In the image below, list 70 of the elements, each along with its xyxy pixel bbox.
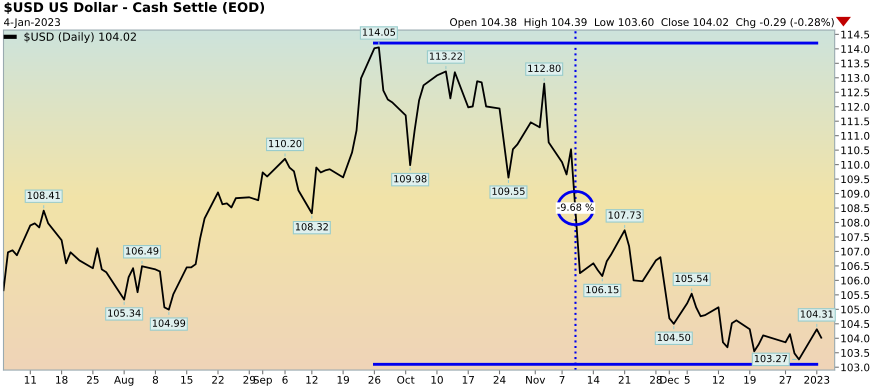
x-tick-label: 8	[152, 376, 158, 384]
y-tick-label: 103.5	[841, 348, 870, 357]
x-tick-label: 25	[87, 376, 99, 384]
y-tick-label: 106.0	[841, 276, 870, 284]
x-tick-label: Aug	[114, 376, 134, 386]
y-tick-label: 111.0	[841, 132, 870, 140]
y-tick-label: 114.0	[841, 45, 870, 53]
annotation: 108.32	[296, 223, 328, 230]
y-tick-label: 104.0	[841, 334, 870, 342]
x-tick-label: 19	[744, 376, 756, 384]
x-tick-label: 26	[368, 376, 380, 384]
annotation: 104.99	[152, 320, 186, 327]
y-tick-label: 108.5	[841, 204, 870, 212]
y-tick-label: 109.5	[841, 175, 870, 184]
x-tick-label: 10	[431, 376, 443, 384]
y-tick-label: 112.0	[841, 102, 870, 111]
y-tick-label: 103.0	[841, 363, 870, 372]
y-tick-label: 105.0	[841, 306, 870, 314]
annotation: 105.54	[676, 274, 708, 282]
x-tick-label: 21	[618, 376, 630, 384]
x-tick-label: 5	[684, 376, 690, 384]
annotation: -9.68 %	[557, 203, 594, 211]
x-tick-label: Oct	[397, 376, 414, 384]
chart-title: $USD US Dollar - Cash Settle (EOD)	[4, 2, 264, 14]
y-tick-label: 112.5	[841, 88, 870, 96]
y-tick-label: 110.0	[841, 160, 870, 169]
annotation: 106.49	[126, 247, 158, 255]
x-tick-label: 14	[588, 376, 600, 384]
y-tick-label: 107.5	[841, 233, 870, 242]
annotation: 113.22	[430, 52, 462, 60]
annotation: 109.55	[492, 188, 525, 195]
x-tick-label: 18	[56, 376, 68, 384]
y-tick-label: 110.5	[841, 146, 870, 154]
x-tick-label: 2023	[804, 376, 830, 384]
x-tick-label: Nov	[526, 376, 546, 384]
text: Open 104.38 High 104.39 Low 103.60 Close 104.02 Chg -0.29 (-0.28%)	[450, 18, 834, 28]
annotation: 104.50	[658, 334, 690, 342]
annotation: 107.73	[608, 211, 641, 219]
annotation: 114.05	[362, 28, 396, 36]
annotation: 104.31	[800, 310, 833, 318]
x-tick-label: 12	[713, 376, 724, 384]
annotation: 105.34	[108, 309, 141, 317]
y-tick-label: 109.0	[841, 190, 870, 198]
x-tick-label: 24	[494, 376, 506, 384]
annotation: 110.20	[269, 140, 302, 148]
annotation: 106.15	[586, 286, 618, 294]
y-tick-label: 113.0	[841, 74, 870, 82]
x-tick-label: 19	[338, 376, 350, 384]
x-tick-label: 6	[282, 376, 288, 384]
x-tick-label: 7	[560, 376, 565, 384]
x-tick-label: 11	[24, 376, 36, 384]
x-tick-label: 15	[181, 376, 192, 384]
annotation: 103.27	[754, 354, 787, 362]
annotation: 109.98	[394, 175, 426, 182]
y-tick-label: 108.0	[841, 218, 870, 227]
y-tick-label: 107.0	[841, 248, 870, 256]
y-tick-label: 114.5	[841, 30, 870, 38]
x-tick-label: 27	[780, 376, 792, 384]
chart-subtitle: 4-Jan-2023	[4, 18, 60, 28]
x-tick-label: 22	[212, 376, 224, 384]
y-tick-label: 106.5	[841, 262, 870, 270]
legend-label: $USD (Daily) 104.02	[24, 32, 136, 44]
y-tick-label: 111.5	[841, 118, 870, 126]
y-tick-label: 105.5	[841, 291, 870, 299]
y-tick-label: 113.5	[841, 60, 870, 68]
x-tick-label: 17	[462, 376, 474, 384]
y-tick-label: 104.5	[841, 320, 870, 328]
annotation: 108.41	[28, 192, 60, 200]
annotation: 112.80	[528, 64, 561, 72]
x-tick-label: 12	[306, 376, 318, 384]
